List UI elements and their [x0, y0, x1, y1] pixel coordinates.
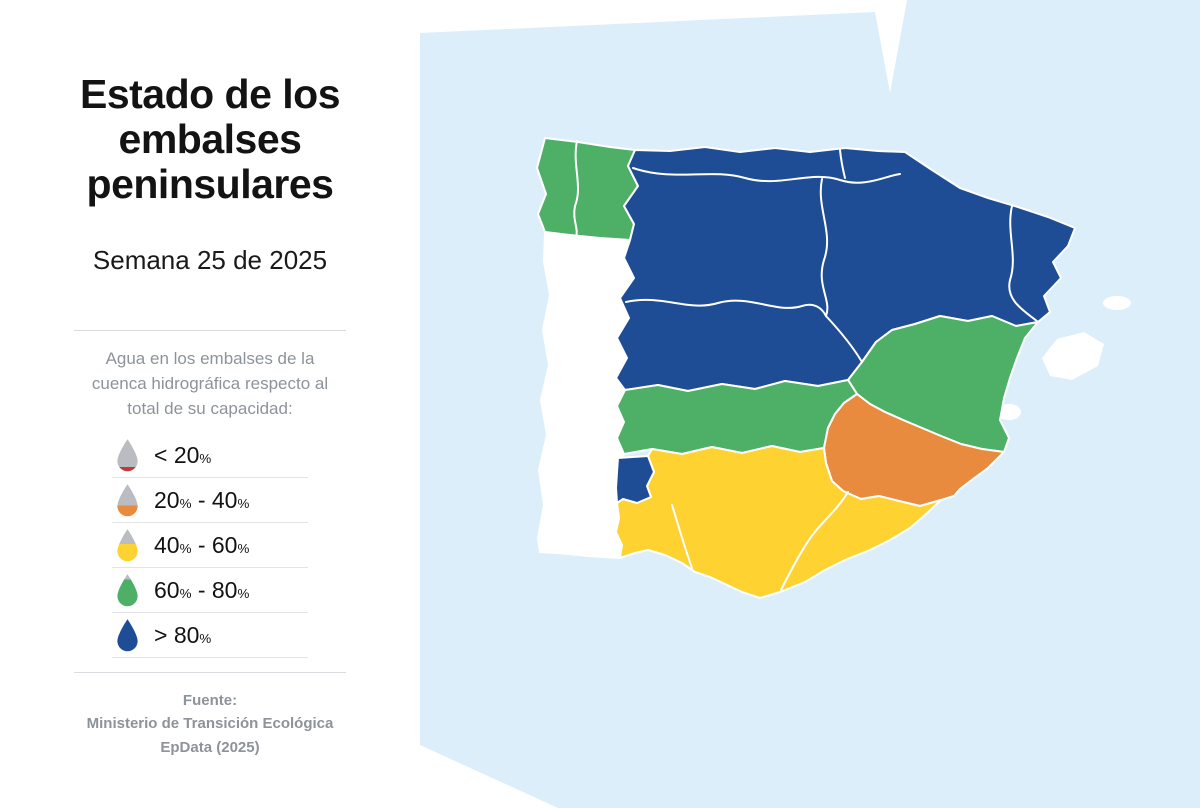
island-mallorca	[1042, 332, 1104, 380]
legend-item-label: 20% - 40%	[154, 487, 250, 514]
info-panel: Estado de los embalses peninsulares Sema…	[0, 0, 420, 808]
divider-bottom	[74, 672, 346, 674]
legend-item: < 20%	[112, 433, 308, 479]
legend-description: Agua en los embalses de la cuenca hidrog…	[91, 349, 329, 418]
droplet-icon	[117, 529, 138, 562]
region-guadiana	[616, 379, 858, 455]
spain-basins-map	[420, 0, 1200, 808]
map-frame-bottom	[420, 745, 558, 808]
legend-item-label: > 80%	[154, 622, 212, 649]
page-title: Estado de los embalses peninsulares	[79, 71, 341, 208]
island-menorca	[1103, 296, 1131, 310]
droplet-icon	[117, 484, 138, 517]
map-panel	[420, 0, 1200, 808]
map-frame-top	[420, 0, 907, 93]
source-label: Fuente:	[182, 692, 238, 710]
legend-item: > 80%	[112, 613, 308, 659]
boundary-guadalquivir-cma	[780, 491, 849, 591]
droplet-icon	[117, 439, 138, 472]
legend-item-label: 60% - 80%	[154, 577, 250, 604]
region-huelva-coast	[615, 455, 655, 504]
divider-top	[74, 330, 346, 332]
legend-item: 60% - 80%	[112, 568, 308, 614]
subtitle: Semana 25 de 2025	[92, 245, 328, 276]
boundary-cantabrico	[632, 167, 901, 184]
boundary-basque	[839, 149, 846, 179]
source-org: Ministerio de Transición Ecológica	[86, 715, 334, 733]
source-epdata: EpData (2025)	[160, 738, 260, 756]
boundary-guadalquivir-west	[671, 504, 693, 569]
boundary-cataluna	[1008, 205, 1039, 323]
region-galicia-costa	[536, 137, 639, 241]
boundary-galicia-internal	[573, 140, 579, 238]
legend-item: 20% - 40%	[112, 478, 308, 524]
droplet-icon	[117, 619, 138, 652]
boundary-duero-ebro	[819, 178, 829, 317]
source-attribution: Fuente: Ministerio de Transición Ecológi…	[0, 689, 420, 759]
boundary-duero-tajo	[625, 298, 827, 317]
legend-item: 40% - 60%	[112, 523, 308, 569]
legend-item-label: 40% - 60%	[154, 532, 250, 559]
legend: < 20% 20% - 40%	[112, 433, 308, 659]
droplet-icon	[117, 574, 138, 607]
legend-item-label: < 20%	[154, 442, 212, 469]
basin-boundary-lines	[573, 140, 1039, 591]
boundary-tajo-east	[825, 315, 863, 363]
